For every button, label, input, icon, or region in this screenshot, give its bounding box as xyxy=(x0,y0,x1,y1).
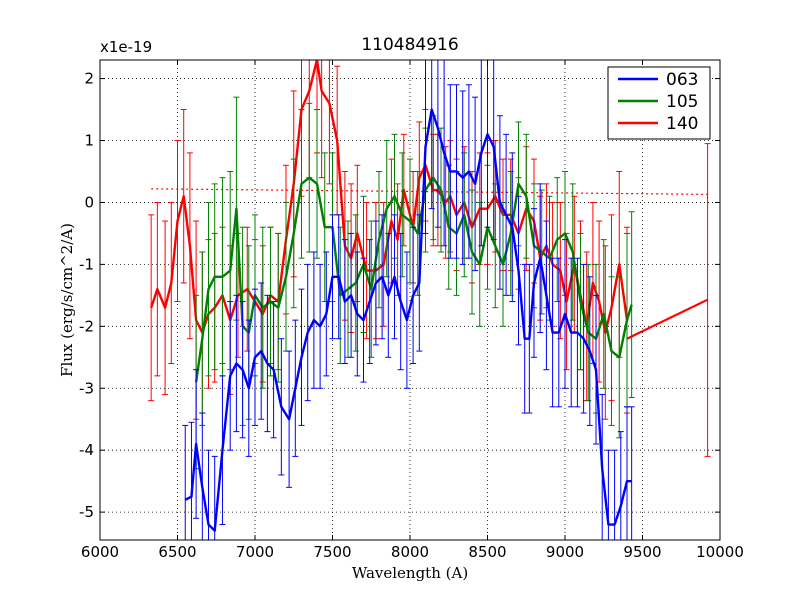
y-scale-label: x1e-19 xyxy=(100,38,152,56)
legend-label-063: 063 xyxy=(666,70,698,90)
axis-ticks: 6000 6500 7000 7500 8000 8500 9000 9500 10000 -5 -… xyxy=(79,60,744,561)
y-tick-label: -4 xyxy=(79,441,94,459)
x-tick-label: 9000 xyxy=(546,543,584,561)
series-line-105 xyxy=(194,176,633,383)
x-tick-label: 7000 xyxy=(236,543,274,561)
x-tick-label: 6500 xyxy=(158,543,196,561)
x-tick-label: 9500 xyxy=(623,543,661,561)
y-tick-label: -2 xyxy=(79,317,94,335)
x-tick-label: 7500 xyxy=(313,543,351,561)
x-tick-label: 10000 xyxy=(696,543,744,561)
y-tick-label: -1 xyxy=(79,255,94,273)
y-axis-title: Flux (erg/s/cm^2/A) xyxy=(58,223,76,377)
y-tick-label: 2 xyxy=(84,70,94,88)
series-063 xyxy=(182,60,635,540)
y-tick-label: -5 xyxy=(79,503,94,521)
legend-label-140: 140 xyxy=(666,114,698,134)
x-axis-title: Wavelength (A) xyxy=(352,564,468,582)
x-tick-label: 6000 xyxy=(81,543,119,561)
series-layer xyxy=(148,60,711,540)
legend-label-105: 105 xyxy=(666,92,698,112)
y-tick-label: 1 xyxy=(84,132,94,150)
chart-title: 110484916 xyxy=(361,35,458,55)
y-tick-label: -3 xyxy=(79,379,94,397)
series-line-063 xyxy=(184,108,632,532)
x-tick-label: 8000 xyxy=(391,543,429,561)
x-tick-label: 8500 xyxy=(468,543,506,561)
series-tail-140 xyxy=(626,298,709,340)
y-tick-label: 0 xyxy=(84,193,94,211)
